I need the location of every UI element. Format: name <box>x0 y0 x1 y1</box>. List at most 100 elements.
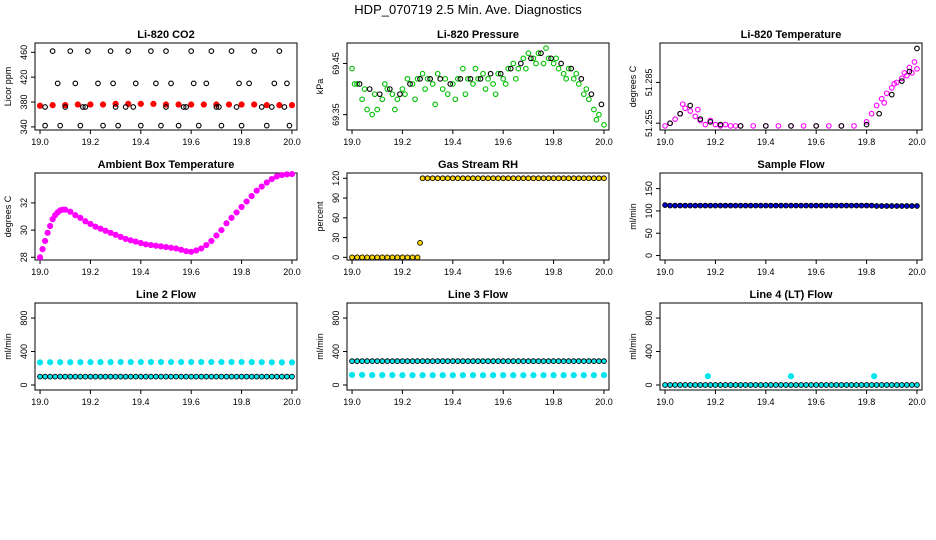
line2-data-point <box>238 373 245 380</box>
pressure-data-point <box>583 86 590 92</box>
line2-data-point <box>278 359 285 366</box>
co2-data-point <box>288 102 296 109</box>
line2-data-point <box>208 358 215 366</box>
line3-data-point <box>469 372 477 379</box>
sampleflow-data-point <box>737 202 744 209</box>
sampleflow-data-point <box>757 202 764 209</box>
co2-ytick-label: 380 <box>19 95 29 110</box>
line3-data-point <box>560 358 567 364</box>
rh-data-point <box>475 175 481 182</box>
boxtemp-data-point <box>152 242 160 249</box>
pressure-data-point <box>417 75 423 82</box>
boxtemp-data-point <box>39 246 46 253</box>
line2-data-point <box>248 359 255 366</box>
co2-data-point <box>251 48 258 54</box>
licortemp-data-point <box>901 70 908 76</box>
line3-data-point <box>460 358 466 364</box>
line2-data-point <box>268 359 275 366</box>
line4-data-point <box>702 382 709 388</box>
co2-data-point <box>213 104 220 110</box>
boxtemp-data-point <box>208 237 215 245</box>
line2-data-point <box>273 373 280 380</box>
sampleflow-data-point <box>883 203 890 209</box>
line3-data-point <box>530 358 537 364</box>
line3-data-point <box>379 372 386 379</box>
co2-title: Li-820 CO2 <box>137 29 194 41</box>
line3-data-point <box>384 358 391 364</box>
pressure-data-point <box>588 91 595 98</box>
pressure-data-point <box>407 81 413 87</box>
pressure-data-point <box>371 91 378 98</box>
line2-data-point <box>52 373 59 380</box>
co2-data-point <box>112 104 119 110</box>
pressure-data-point <box>500 75 507 82</box>
line3-data-point <box>580 372 587 379</box>
boxtemp-ylabel: degrees C <box>3 195 13 237</box>
line4-data-point <box>803 382 809 388</box>
pressure-data-point <box>419 70 426 77</box>
line3-xtick-label: 19.8 <box>545 397 563 407</box>
pressure-data-point <box>399 86 406 92</box>
line3-series-1 <box>348 371 608 379</box>
line2-data-point <box>87 373 94 380</box>
co2-data-point <box>87 101 94 108</box>
licortemp-data-point <box>851 123 857 129</box>
sampleflow-data-point <box>914 203 920 209</box>
rh-data-point <box>560 175 567 182</box>
line3-data-point <box>348 371 356 379</box>
boxtemp-data-point <box>44 229 51 236</box>
pressure-data-point <box>565 65 572 72</box>
licortemp-data-point <box>883 90 890 97</box>
line4-xtick-label: 19.6 <box>807 397 825 407</box>
rh-data-point <box>540 175 547 182</box>
line3-data-point <box>596 358 602 364</box>
line2-data-point <box>228 358 235 366</box>
boxtemp-data-point <box>97 225 104 232</box>
rh-data-point <box>369 254 376 261</box>
line2-data-point <box>183 373 190 380</box>
licortemp-data-point <box>813 123 820 129</box>
line2-data-point <box>127 358 134 366</box>
line3-xtick-label: 19.4 <box>444 397 462 407</box>
rh-data-point <box>565 175 572 182</box>
line3-data-point <box>429 372 436 379</box>
boxtemp-data-point <box>228 214 235 221</box>
pressure-data-point <box>593 116 600 123</box>
line2-data-point <box>102 373 109 380</box>
line4-data-point <box>682 382 689 388</box>
co2-data-point <box>203 80 210 87</box>
sampleflow-data-point <box>813 202 820 209</box>
co2-data-point <box>208 48 215 54</box>
rh-data-point <box>601 175 607 182</box>
line4-data-point <box>778 382 784 388</box>
boxtemp-data-point <box>122 235 129 243</box>
rh-series-0 <box>349 175 607 261</box>
line3-data-point <box>550 358 557 364</box>
line3-data-point <box>349 358 355 364</box>
line4-data-point <box>828 382 835 388</box>
pressure-series-1 <box>356 50 605 108</box>
line4-data-point <box>823 382 830 388</box>
pressure-data-point <box>449 81 456 87</box>
sampleflow-data-point <box>904 203 910 209</box>
line3-data-point <box>490 358 496 364</box>
line4-data-point <box>873 382 880 388</box>
line2-data-point <box>67 359 74 366</box>
licortemp-data-point <box>682 105 689 112</box>
boxtemp-data-point <box>77 214 84 221</box>
line4-data-point <box>818 382 825 388</box>
co2-data-point <box>190 80 197 87</box>
line2-data-point <box>57 373 64 380</box>
line2-data-point <box>147 358 154 366</box>
line4-data-point <box>868 382 875 388</box>
line2-data-point <box>97 373 104 380</box>
licortemp-xtick-label: 20.0 <box>908 137 926 147</box>
line2-data-point <box>178 373 184 380</box>
line2-data-point <box>127 373 134 380</box>
pressure-data-point <box>465 75 471 82</box>
pressure-data-point <box>507 65 514 72</box>
sampleflow-xtick-label: 19.8 <box>858 267 876 277</box>
pressure-data-point <box>364 106 371 113</box>
line3-data-point <box>404 358 411 364</box>
line3-data-point <box>449 372 456 379</box>
